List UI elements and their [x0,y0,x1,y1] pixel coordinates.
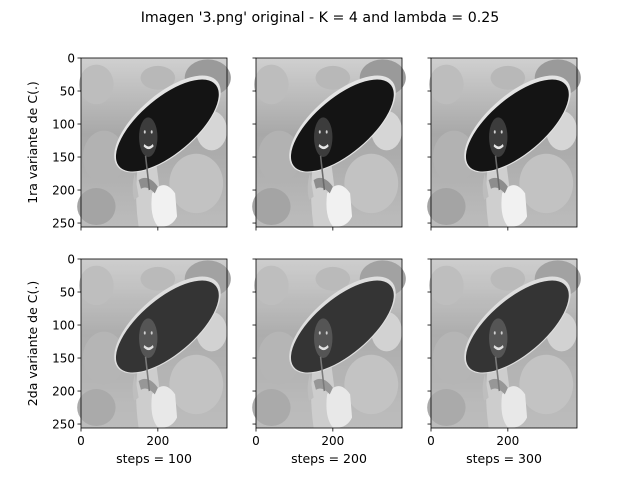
panel-frame [255,258,403,429]
panel-frame [430,258,578,429]
panel-frame [80,57,228,228]
x-tick-label: 0 [427,434,435,448]
x-tick-label: 0 [252,434,260,448]
figure-title: Imagen '3.png' original - K = 4 and lamb… [141,10,500,26]
panel-r2-c2: 0 200 [250,255,408,448]
panel-smoothing-overlay [256,259,402,428]
panel-frame [80,258,228,429]
y-tick-label: 150 [52,352,75,366]
panel-r1-c3 [425,54,583,231]
panel-image [250,54,408,229]
x-tick-label: 0 [77,434,85,448]
y-tick-label: 250 [52,418,75,432]
x-axis-label: steps = 100 [116,451,192,466]
y-axis-label: 1ra variante de C(.) [25,81,40,204]
x-axis-label: steps = 300 [466,451,542,466]
panel-r2-c3: 0 200 [425,255,583,448]
panel-frame [255,57,403,228]
y-tick-label: 0 [67,253,75,267]
y-tick-label: 100 [52,118,75,132]
panel-image [425,54,583,229]
x-tick-label: 200 [321,434,344,448]
x-tick-label: 200 [496,434,519,448]
panel-smoothing-overlay [81,259,227,428]
panel-smoothing-overlay [431,259,577,428]
panel-r1-c2 [250,54,408,231]
panel-image [75,54,233,229]
x-tick-label: 200 [146,434,169,448]
panel-frame [430,57,578,228]
y-tick-label: 250 [52,217,75,231]
y-tick-label: 50 [60,85,75,99]
y-tick-label: 200 [52,385,75,399]
y-tick-label: 200 [52,184,75,198]
y-tick-label: 150 [52,151,75,165]
y-tick-label: 50 [60,286,75,300]
y-tick-label: 0 [67,52,75,66]
x-axis-label: steps = 200 [291,451,367,466]
y-tick-label: 100 [52,319,75,333]
y-axis-label: 2da variante de C(.) [25,281,40,406]
panel-r1-c1: 0 50 100 150 200 250 [52,52,233,231]
